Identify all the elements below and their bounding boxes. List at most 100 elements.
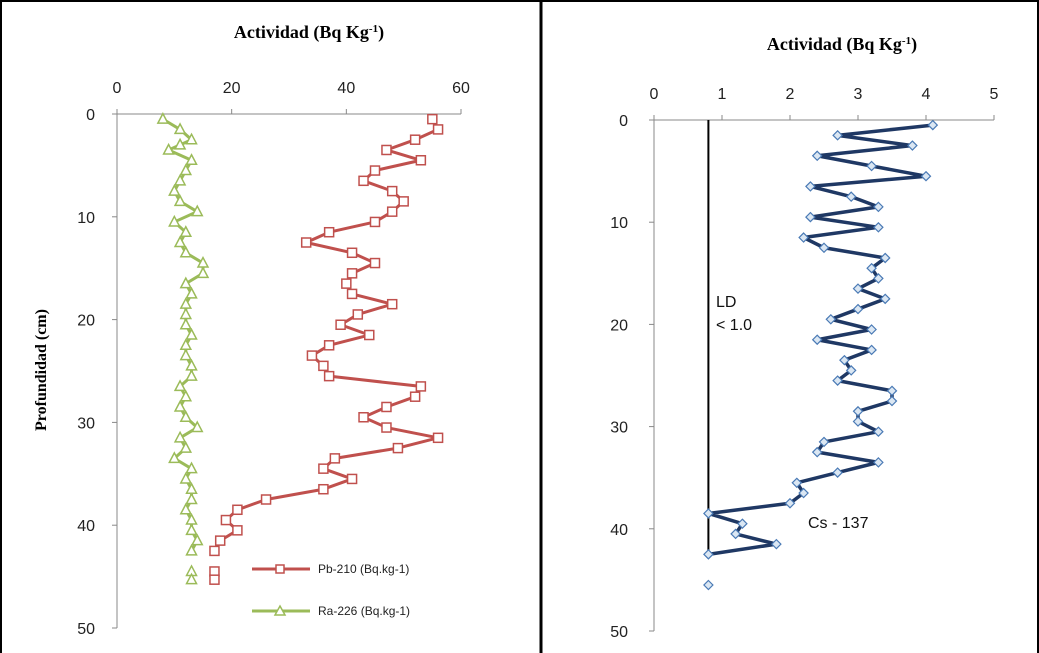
pb210-point <box>300 237 312 248</box>
cs137-point <box>811 446 823 458</box>
left-x-tick-label: 60 <box>452 80 470 97</box>
cs137-point <box>832 467 843 478</box>
pb210-point <box>369 257 381 269</box>
pb210-point <box>341 278 352 289</box>
pb210-point <box>260 494 272 505</box>
pb210-point <box>427 113 438 125</box>
pb210-point <box>346 268 358 279</box>
pb210-point <box>323 226 335 238</box>
cs137-point <box>852 416 864 427</box>
ra226-point <box>173 235 187 248</box>
ra226-point <box>179 502 193 515</box>
pb210-point <box>409 134 421 145</box>
right-x-tick-label: 2 <box>786 86 795 103</box>
right-chart-title: Actividad (Bq Kg-1) <box>767 34 917 55</box>
right-title-superscript: -1 <box>902 35 911 47</box>
left-title-superscript: -1 <box>369 23 378 35</box>
left-y-tick-label: 0 <box>86 107 95 124</box>
left-plot-area: 0 20 40 60 0 10 20 30 40 50 <box>77 80 470 638</box>
ra226-point <box>185 523 198 536</box>
ra226-point <box>179 348 193 361</box>
pb210-point <box>432 124 444 135</box>
cs137-point <box>832 129 843 141</box>
cs137-point <box>886 385 898 397</box>
ra226-point <box>179 307 193 320</box>
pb210-point <box>386 206 398 217</box>
pb210-point <box>346 288 358 300</box>
left-legend: Pb-210 (Bq.kg-1) Ra-226 (Bq.kg-1) <box>252 562 410 618</box>
cs137-point <box>873 273 884 284</box>
pb210-point <box>415 381 427 392</box>
right-x-tick-label: 3 <box>854 86 863 103</box>
ra226-point <box>179 245 193 258</box>
ra226-point <box>191 533 204 546</box>
pb210-point <box>415 155 427 166</box>
cs137-point <box>771 538 782 550</box>
ra226-point <box>179 471 193 484</box>
right-y-tick-label: 10 <box>610 215 628 232</box>
ra226-point <box>185 572 198 585</box>
cs137-point <box>798 487 809 499</box>
cs137-point <box>873 201 884 213</box>
ra226-point <box>173 122 187 135</box>
cs137-point <box>866 262 877 274</box>
ra226-point <box>168 214 181 227</box>
pb210-point <box>323 340 335 351</box>
ra226-point <box>196 266 210 279</box>
left-y-tick-label: 10 <box>77 210 95 227</box>
ra226-point <box>179 410 193 423</box>
cs137-point <box>852 283 864 294</box>
cs137-point <box>730 528 741 540</box>
cs137-point <box>737 518 748 530</box>
cs137-point <box>818 436 830 448</box>
pb210-point <box>220 514 232 526</box>
legend-ra-marker <box>273 604 287 616</box>
ra226-point <box>185 286 198 299</box>
right-x-tick-label: 4 <box>922 86 931 103</box>
cs137-point <box>879 252 891 264</box>
right-y-tick-label: 0 <box>619 113 628 130</box>
ra226-point <box>173 137 187 150</box>
ra226-point <box>173 399 187 412</box>
left-title-main: Actividad (Bq Kg <box>234 22 369 43</box>
pb210-point <box>306 350 318 361</box>
pb210-point <box>386 298 398 310</box>
pb210-point <box>369 216 381 228</box>
ra226-point <box>191 204 204 217</box>
cs137-point <box>818 242 830 254</box>
pb210-point <box>214 535 226 546</box>
ra226-point <box>191 420 204 433</box>
cs137-point <box>703 508 714 519</box>
pb210-point <box>392 442 404 454</box>
right-x-tick-label: 1 <box>718 86 727 103</box>
cs137-point <box>811 150 823 162</box>
ra226-point <box>179 276 193 289</box>
right-y-tick-label: 20 <box>610 317 628 334</box>
pb210-point <box>329 453 341 464</box>
left-title-close: ) <box>378 22 384 43</box>
ra226-point <box>185 327 198 340</box>
ra226-point <box>156 112 170 124</box>
right-x-tick-label: 0 <box>650 86 659 103</box>
cs137-annotation: Cs - 137 <box>808 515 869 532</box>
ra226-point <box>162 142 175 155</box>
pb210-point <box>323 370 335 382</box>
pb210-point <box>209 574 220 585</box>
cs137-point <box>852 405 864 417</box>
right-title-close: ) <box>911 34 917 55</box>
cs137-point <box>873 221 884 233</box>
left-y-tick-label: 30 <box>77 415 95 432</box>
pb210-point <box>209 545 220 557</box>
pb210-point <box>381 401 392 413</box>
cs137-point <box>825 313 837 325</box>
legend-ra-label: Ra-226 (Bq.kg-1) <box>318 604 410 618</box>
cs137-point <box>805 211 816 223</box>
pb210-point <box>346 473 358 485</box>
cs137-point <box>805 181 816 192</box>
left-chart-title: Actividad (Bq Kg-1) <box>234 22 384 43</box>
pb210-point <box>346 247 358 259</box>
right-y-tick-label: 30 <box>610 420 628 437</box>
pb210-point <box>358 175 369 187</box>
